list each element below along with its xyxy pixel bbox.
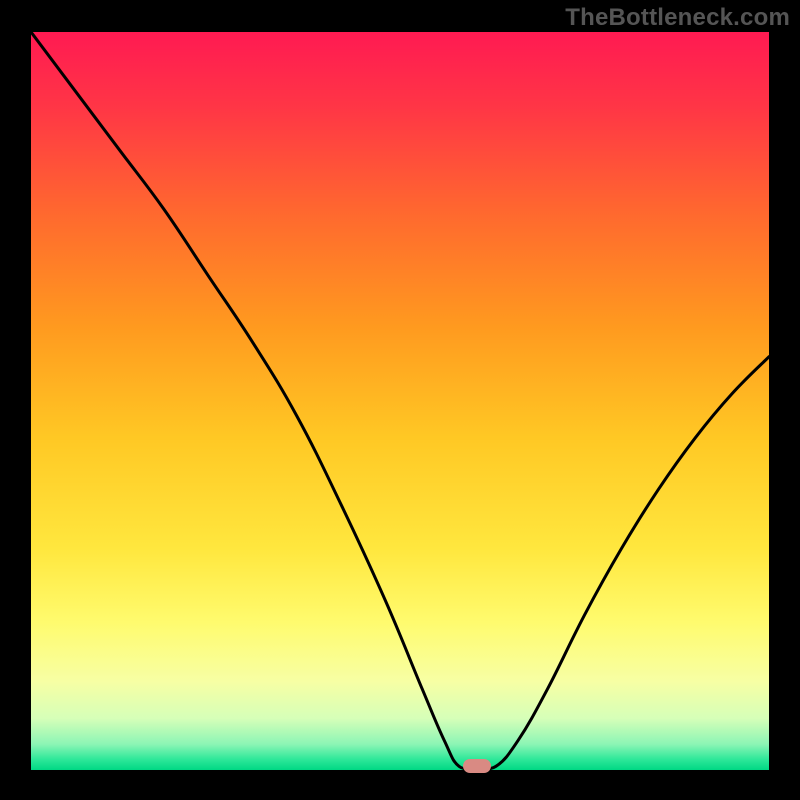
chart-container: TheBottleneck.com [0, 0, 800, 800]
plot-area [31, 32, 769, 770]
bottleneck-curve [31, 32, 769, 770]
watermark-text: TheBottleneck.com [565, 4, 790, 32]
optimal-marker [463, 759, 491, 773]
